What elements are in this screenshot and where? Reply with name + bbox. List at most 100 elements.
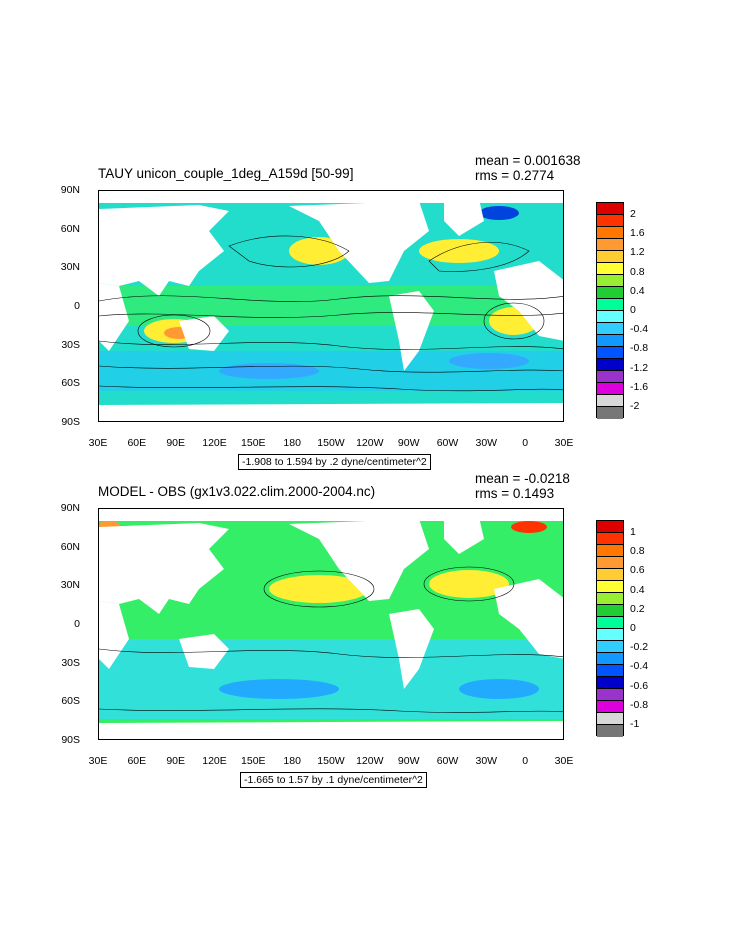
colorbar-label: 1.6: [630, 227, 645, 240]
lon-label: 150E: [241, 437, 266, 449]
colorbar-swatch: [597, 641, 623, 653]
map-field: [99, 509, 563, 739]
colorbar-label: -1.2: [630, 361, 649, 374]
anomaly-southern-ocean: [219, 363, 319, 379]
anomaly-southern-ocean: [219, 679, 339, 699]
ocean-band-south: [99, 351, 563, 391]
colorbar-swatch: [597, 569, 623, 581]
lon-label: 30W: [475, 437, 498, 449]
land-eurasia: [99, 523, 229, 614]
contour-lines: [99, 235, 563, 392]
lon-label: 0: [522, 437, 529, 449]
lat-label: 60N: [60, 540, 80, 553]
colorbar-swatch: [597, 323, 623, 335]
land-north-america: [289, 201, 429, 283]
panel-tauy-model: TAUY unicon_couple_1deg_A159d [50-99] me…: [0, 150, 733, 480]
mean-stat: mean = -0.0218: [475, 471, 570, 486]
colorbar-swatch: [597, 689, 623, 701]
colorbar-swatch: [597, 533, 623, 545]
colorbar-label: -1: [630, 718, 640, 730]
land-africa-east: [494, 261, 563, 341]
lat-label: 60N: [60, 222, 80, 235]
colorbar-swatch: [597, 395, 623, 407]
lon-label: 90E: [166, 755, 186, 767]
lat-label: 30S: [61, 656, 80, 669]
map-plot: [98, 190, 564, 422]
colorbar-swatch: [597, 335, 623, 347]
colorbar: [596, 202, 624, 419]
colorbar-label: 1.2: [630, 246, 645, 259]
anomaly-north-atlantic: [419, 239, 499, 263]
colorbar-label: 0: [630, 622, 636, 634]
colorbar-swatch: [597, 383, 623, 395]
colorbar-label: -0.4: [630, 660, 649, 673]
contour-info-note: -1.665 to 1.57 by .1 dyne/centimeter^2: [240, 772, 427, 788]
colorbar-swatch: [597, 239, 623, 251]
lon-label: 60W: [436, 755, 459, 767]
lon-label: 120W: [356, 437, 384, 449]
colorbar-swatch: [597, 311, 623, 323]
land-africa-east: [494, 579, 563, 659]
colorbar-label: -0.2: [630, 641, 649, 654]
colorbar-swatch: [597, 251, 623, 263]
lon-label: 30E: [88, 437, 108, 449]
colorbar-swatch: [597, 215, 623, 227]
colorbar-label: 0.8: [630, 545, 645, 558]
colorbar-swatch: [597, 617, 623, 629]
colorbar-swatch: [597, 227, 623, 239]
colorbar-swatch: [597, 275, 623, 287]
colorbar-swatch: [597, 605, 623, 617]
lon-label: 180: [283, 755, 301, 767]
colorbar-swatch: [597, 701, 623, 713]
lon-label: 90E: [166, 437, 186, 449]
anomaly-north-pacific: [269, 575, 369, 603]
colorbar-label: -0.6: [630, 679, 649, 692]
lon-label: 120E: [202, 437, 227, 449]
colorbar-swatch: [597, 203, 623, 215]
colorbar-swatch: [597, 287, 623, 299]
colorbar-label: 0.8: [630, 265, 645, 278]
colorbar-swatch: [597, 347, 623, 359]
colorbar-swatch: [597, 713, 623, 725]
panel-title: TAUY unicon_couple_1deg_A159d [50-99]: [98, 166, 354, 181]
lon-label: 30E: [554, 755, 574, 767]
colorbar-swatch: [597, 677, 623, 689]
colorbar-swatch: [597, 299, 623, 311]
colorbar-label: 0.4: [630, 284, 645, 297]
land-antarctica: [99, 403, 563, 421]
colorbar-swatch: [597, 407, 623, 419]
lon-label: 180: [283, 437, 301, 449]
colorbar: [596, 520, 624, 737]
panel-model-minus-obs: MODEL - OBS (gx1v3.022.clim.2000-2004.nc…: [0, 468, 733, 798]
lat-label: 30S: [61, 338, 80, 351]
land-australia: [179, 634, 229, 669]
rms-stat: rms = 0.2774: [475, 168, 555, 183]
colorbar-label: 0: [630, 304, 636, 316]
lon-label: 90W: [397, 755, 420, 767]
land-greenland: [444, 199, 484, 236]
land-africa: [99, 601, 129, 669]
land-australia: [179, 316, 229, 351]
contour-info-note: -1.908 to 1.594 by .2 dyne/centimeter^2: [238, 454, 431, 470]
colorbar-swatch: [597, 653, 623, 665]
land-eurasia: [99, 205, 229, 296]
ocean-band-south: [99, 639, 563, 719]
colorbar-label: 0.6: [630, 564, 645, 577]
land-antarctica: [99, 721, 563, 739]
colorbar-label: -0.4: [630, 323, 649, 336]
anomaly-north-atlantic: [429, 570, 509, 598]
lat-label: 0: [74, 618, 80, 630]
lon-label: 150E: [241, 755, 266, 767]
lat-label: 90S: [61, 734, 80, 746]
colorbar-label: -0.8: [630, 698, 649, 711]
colorbar-swatch: [597, 359, 623, 371]
lon-label: 120W: [356, 755, 384, 767]
lon-label: 150W: [317, 437, 345, 449]
colorbar-label: -2: [630, 400, 640, 412]
mean-stat: mean = 0.001638: [475, 153, 581, 168]
lon-label: 30E: [554, 437, 574, 449]
lon-label: 60W: [436, 437, 459, 449]
land-north-america: [289, 519, 429, 601]
lon-label: 150W: [317, 755, 345, 767]
colorbar-swatch: [597, 665, 623, 677]
